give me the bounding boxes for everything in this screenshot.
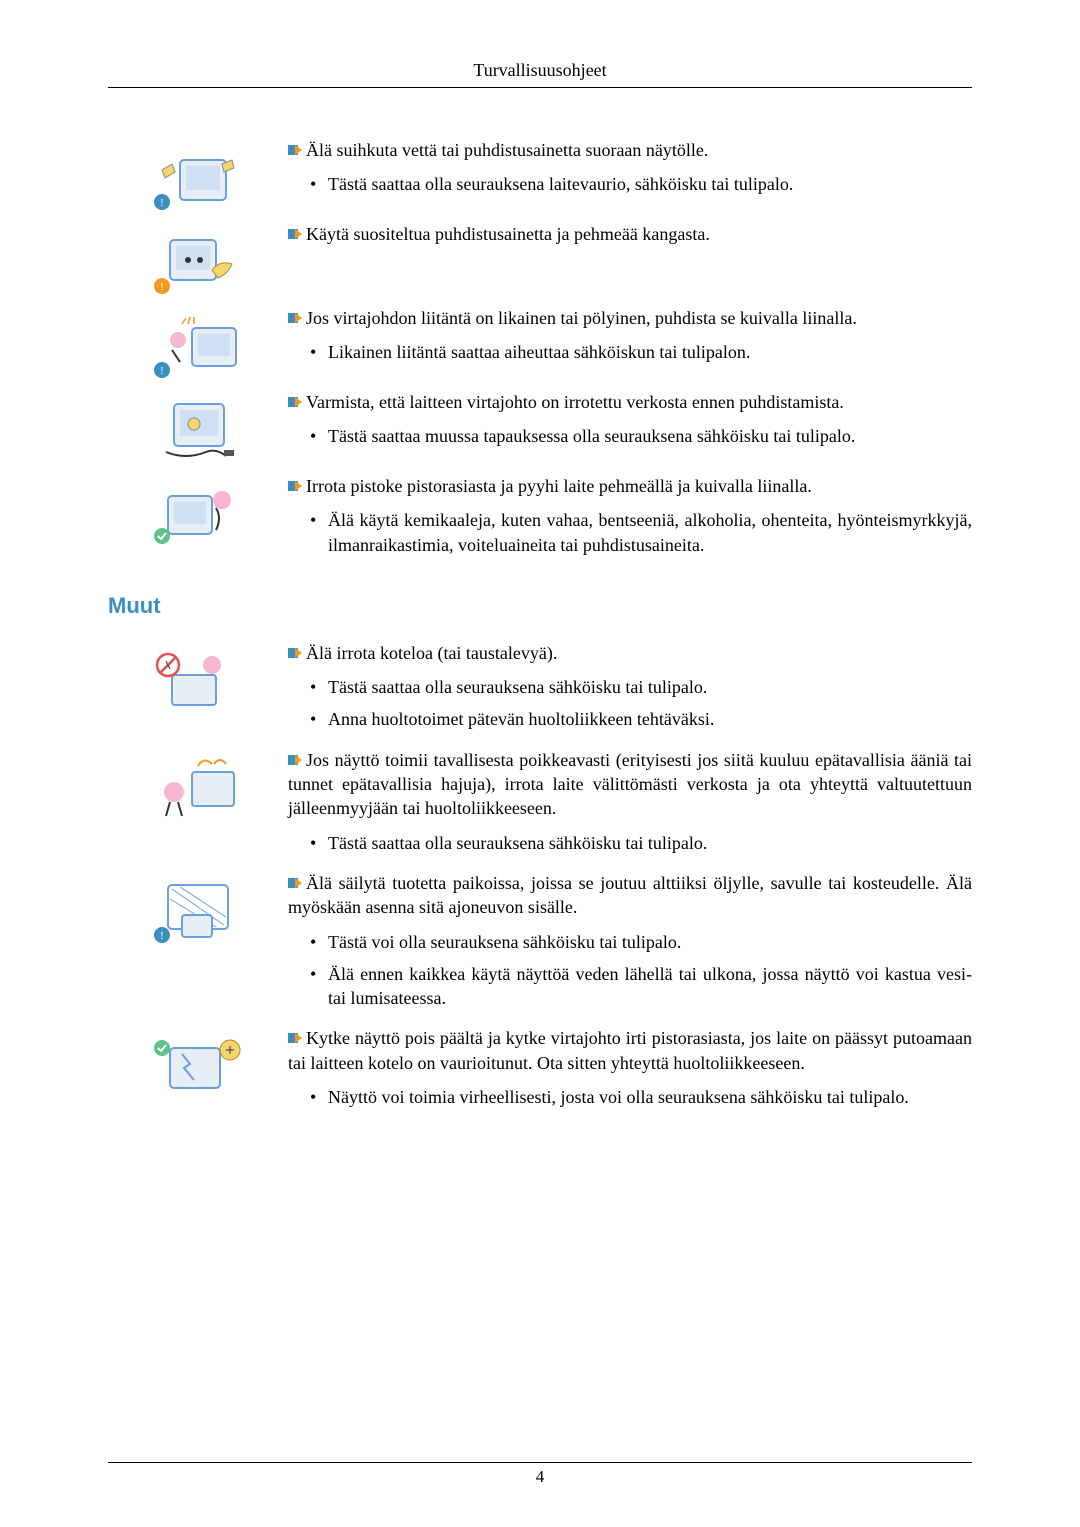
icon-cell (108, 641, 288, 717)
instruction-row: Irrota pistoke pistorasiasta ja pyyhi la… (108, 474, 972, 565)
arrow-icon (288, 311, 302, 325)
icon-cell: ! (108, 222, 288, 298)
instruction-text: Älä säilytä tuotetta paikoissa, joissa s… (288, 871, 972, 1018)
main-text: Älä suihkuta vettä tai puhdistusainetta … (288, 138, 972, 162)
sub-bullet: •Anna huoltotoimet pätevän huoltoliikkee… (288, 707, 972, 731)
main-text: Jos virtajohdon liitäntä on likainen tai… (288, 306, 972, 330)
instruction-text: Käytä suositeltua puhdistusainetta ja pe… (288, 222, 972, 256)
sub-bullet: •Älä ennen kaikkea käytä näyttöä veden l… (288, 962, 972, 1011)
arrow-icon (288, 479, 302, 493)
other-section: Älä irrota koteloa (tai taustalevyä). •T… (108, 641, 972, 1117)
main-text: Älä säilytä tuotetta paikoissa, joissa s… (288, 871, 972, 920)
spray-icon: ! (152, 142, 244, 214)
sub-bullet: •Tästä saattaa muussa tapauksessa olla s… (288, 424, 972, 448)
damaged-icon (152, 1030, 244, 1102)
sub-bullet: •Tästä saattaa olla seurauksena sähköisk… (288, 831, 972, 855)
arrow-icon (288, 646, 302, 660)
svg-text:!: ! (160, 197, 164, 209)
icon-cell: ! (108, 138, 288, 214)
main-text: Älä irrota koteloa (tai taustalevyä). (288, 641, 972, 665)
arrow-icon (288, 753, 302, 767)
instruction-text: Irrota pistoke pistorasiasta ja pyyhi la… (288, 474, 972, 565)
icon-cell (108, 474, 288, 550)
icon-cell (108, 748, 288, 824)
page-number: 4 (0, 1467, 1080, 1487)
icon-cell: ! (108, 306, 288, 382)
arrow-icon (288, 1031, 302, 1045)
main-text: Varmista, että laitteen virtajohto on ir… (288, 390, 972, 414)
main-text: Käytä suositeltua puhdistusainetta ja pe… (288, 222, 972, 246)
svg-text:!: ! (160, 930, 164, 942)
instruction-row: Älä irrota koteloa (tai taustalevyä). •T… (108, 641, 972, 740)
sub-bullet: •Likainen liitäntä saattaa aiheuttaa säh… (288, 340, 972, 364)
instruction-text: Jos virtajohdon liitäntä on likainen tai… (288, 306, 972, 373)
instruction-row: ! Jos virtajohdon liitäntä on likainen t… (108, 306, 972, 382)
instruction-text: Älä irrota koteloa (tai taustalevyä). •T… (288, 641, 972, 740)
footer-rule (108, 1462, 972, 1463)
icon-cell (108, 1026, 288, 1102)
moisture-icon: ! (152, 875, 244, 947)
arrow-icon (288, 227, 302, 241)
instruction-text: Varmista, että laitteen virtajohto on ir… (288, 390, 972, 457)
no-cover-icon (152, 645, 244, 717)
cleaning-section: ! Älä suihkuta vettä tai puhdistusainett… (108, 138, 972, 565)
instruction-row: Jos näyttö toimii tavallisesta poikkeava… (108, 748, 972, 863)
arrow-icon (288, 143, 302, 157)
instruction-row: ! Älä säilytä tuotetta paikoissa, joissa… (108, 871, 972, 1018)
instruction-text: Jos näyttö toimii tavallisesta poikkeava… (288, 748, 972, 863)
sub-bullet: •Tästä voi olla seurauksena sähköisku ta… (288, 930, 972, 954)
instruction-row: ! Käytä suositeltua puhdistusainetta ja … (108, 222, 972, 298)
cloth-icon: ! (152, 226, 244, 298)
section-heading-other: Muut (108, 593, 972, 619)
svg-text:!: ! (160, 281, 164, 293)
icon-cell: ! (108, 871, 288, 947)
sub-bullet: •Tästä saattaa olla seurauksena laitevau… (288, 172, 972, 196)
main-text: Irrota pistoke pistorasiasta ja pyyhi la… (288, 474, 972, 498)
sub-bullet: •Näyttö voi toimia virheellisesti, josta… (288, 1085, 972, 1109)
icon-cell (108, 390, 288, 466)
instruction-row: ! Älä suihkuta vettä tai puhdistusainett… (108, 138, 972, 214)
instruction-row: Kytke näyttö pois päältä ja kytke virtaj… (108, 1026, 972, 1117)
page-header-title: Turvallisuusohjeet (108, 60, 972, 81)
main-text: Jos näyttö toimii tavallisesta poikkeava… (288, 748, 972, 821)
svg-text:!: ! (160, 365, 164, 377)
cord-unplug-icon (152, 394, 244, 466)
sub-bullet: •Tästä saattaa olla seurauksena sähköisk… (288, 675, 972, 699)
header-rule (108, 87, 972, 88)
sub-bullet: •Älä käytä kemikaaleja, kuten vahaa, ben… (288, 508, 972, 557)
arrow-icon (288, 876, 302, 890)
instruction-text: Älä suihkuta vettä tai puhdistusainetta … (288, 138, 972, 205)
main-text: Kytke näyttö pois päältä ja kytke virtaj… (288, 1026, 972, 1075)
instruction-text: Kytke näyttö pois päältä ja kytke virtaj… (288, 1026, 972, 1117)
abnormal-icon (152, 752, 244, 824)
plug-clean-icon: ! (152, 310, 244, 382)
arrow-icon (288, 395, 302, 409)
chemicals-icon (152, 478, 244, 550)
instruction-row: Varmista, että laitteen virtajohto on ir… (108, 390, 972, 466)
